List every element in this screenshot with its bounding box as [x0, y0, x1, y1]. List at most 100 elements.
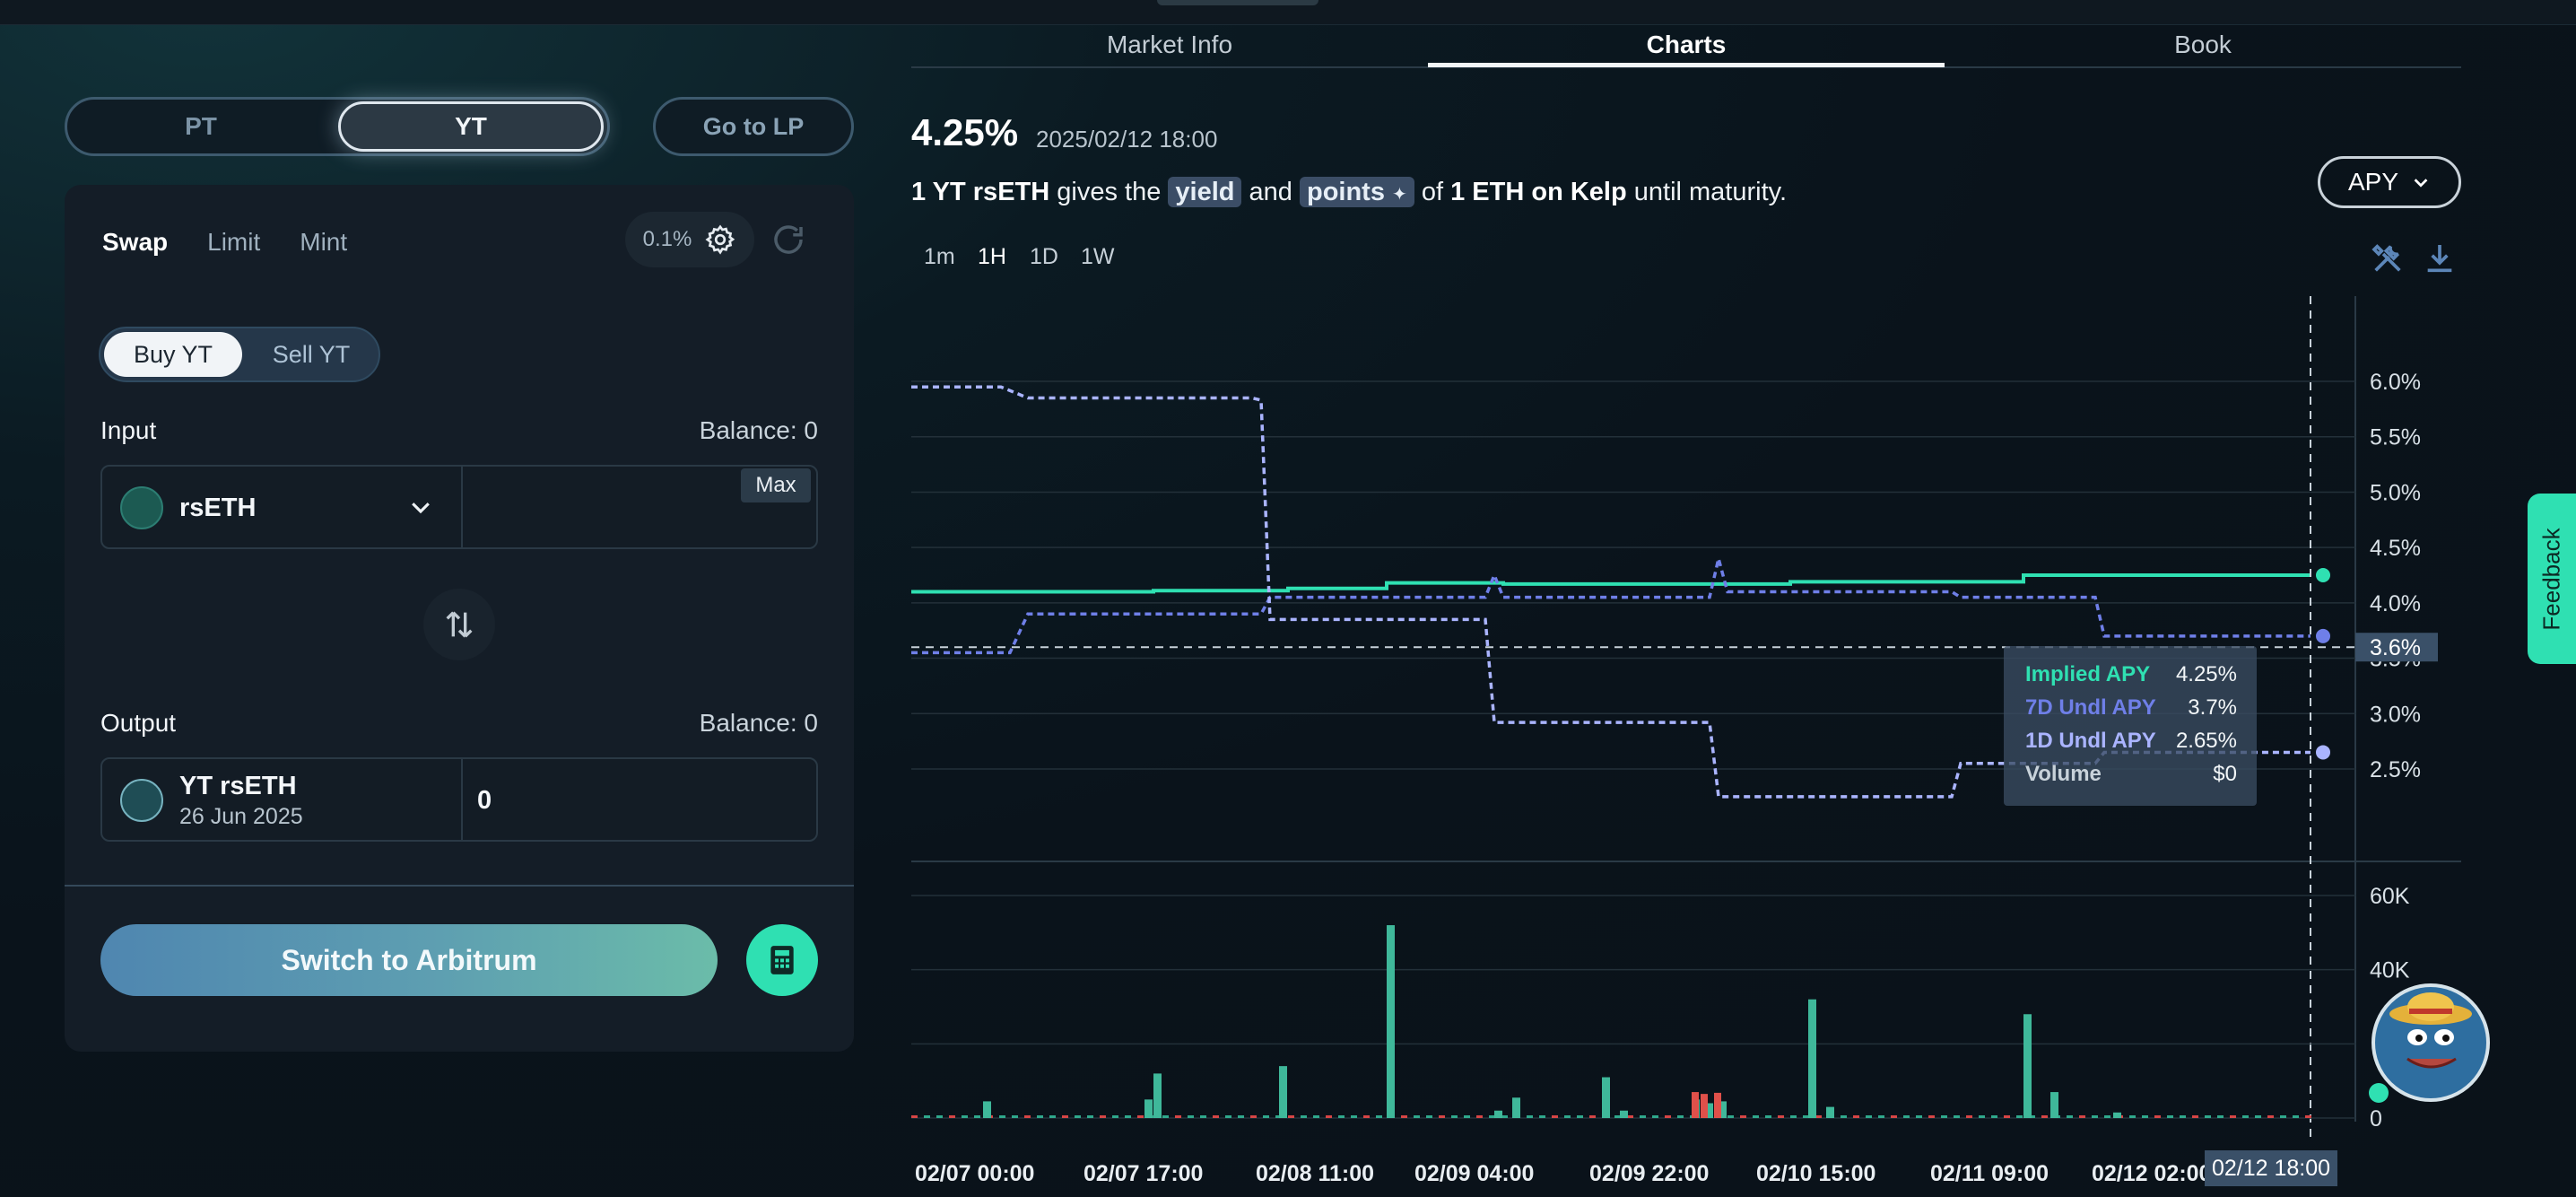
calculator-button[interactable] — [746, 924, 818, 996]
volume-baseline-tick — [1326, 1115, 1332, 1118]
tab-swap[interactable]: Swap — [102, 228, 169, 256]
points-pill[interactable]: points ✦ — [1299, 177, 1414, 207]
volume-baseline-tick — [1577, 1115, 1583, 1118]
tooltip-box — [2004, 646, 2257, 806]
volume-bar — [983, 1101, 991, 1118]
volume-tick-label: 0 — [2370, 1106, 2382, 1131]
yield-pill[interactable]: yield — [1168, 177, 1242, 207]
tab-charts[interactable]: Charts — [1646, 31, 1727, 58]
desc-text: and — [1241, 178, 1300, 206]
tooltip-series-name: 7D Undl APY — [2025, 695, 2156, 720]
crosshair-x-label: 02/12 18:00 — [2212, 1156, 2330, 1181]
timeframe-1w[interactable]: 1W — [1081, 244, 1115, 269]
go-to-lp-button[interactable]: Go to LP — [653, 97, 854, 156]
crosshair-x-badge — [2205, 1150, 2337, 1186]
y-tick-label: 3.0% — [2370, 702, 2421, 727]
tools-icon[interactable] — [2370, 240, 2406, 276]
metric-dropdown[interactable]: APY — [2318, 156, 2461, 208]
tab-book[interactable]: Book — [2174, 31, 2232, 58]
volume-baseline-tick — [1778, 1115, 1784, 1118]
output-value: 0 — [477, 786, 492, 815]
volume-baseline-tick — [1527, 1115, 1533, 1118]
volume-baseline-tick — [1150, 1115, 1156, 1118]
trade-tabs: Swap Limit Mint — [102, 228, 347, 257]
tab-mint[interactable]: Mint — [300, 228, 348, 256]
volume-baseline-tick — [1753, 1115, 1759, 1118]
buy-yt-button[interactable]: Buy YT — [104, 332, 242, 377]
refresh-icon[interactable] — [770, 221, 807, 258]
volume-baseline-tick — [1866, 1115, 1872, 1118]
gear-icon — [705, 224, 735, 255]
desc-yt-amount: 1 YT rsETH — [911, 178, 1050, 206]
volume-baseline-tick — [1439, 1115, 1445, 1118]
series-end-dot — [2316, 568, 2330, 582]
volume-baseline-tick — [2029, 1115, 2035, 1118]
volume-baseline-tick — [1263, 1115, 1269, 1118]
pt-yt-toggle: PT YT — [65, 97, 610, 156]
output-balance: Balance: 0 — [699, 709, 818, 737]
volume-baseline-tick — [1815, 1115, 1822, 1118]
volume-baseline-tick — [1665, 1115, 1671, 1118]
feedback-label: Feedback — [2537, 527, 2565, 631]
tooltip-series-value: $0 — [2213, 762, 2237, 786]
tab-market-info[interactable]: Market Info — [1106, 31, 1233, 58]
volume-bar — [1719, 1101, 1727, 1118]
volume-baseline-tick — [1351, 1115, 1357, 1118]
input-token-name[interactable]: rsETH — [179, 494, 257, 522]
volume-baseline-tick — [974, 1115, 980, 1118]
volume-bar-red — [1692, 1092, 1699, 1118]
volume-baseline-tick — [1313, 1115, 1319, 1118]
feedback-tab[interactable]: Feedback — [2528, 494, 2576, 664]
slippage-value: 0.1% — [642, 227, 692, 251]
switch-network-button[interactable]: Switch to Arbitrum — [100, 924, 718, 996]
volume-baseline-tick — [1765, 1115, 1771, 1118]
volume-baseline-tick — [1087, 1115, 1093, 1118]
volume-baseline-tick — [1803, 1115, 1809, 1118]
volume-baseline-tick — [1162, 1115, 1169, 1118]
timeframe-1h[interactable]: 1H — [978, 244, 1006, 269]
slippage-settings-button[interactable]: 0.1% — [625, 212, 754, 267]
volume-baseline-tick — [2041, 1115, 2048, 1118]
volume-bar — [1808, 999, 1816, 1118]
timeframe-1d[interactable]: 1D — [1030, 244, 1058, 269]
mascot-avatar[interactable] — [2368, 978, 2493, 1104]
volume-baseline-tick — [1941, 1115, 1947, 1118]
volume-baseline-tick — [2104, 1115, 2110, 1118]
timeframe-1m[interactable]: 1m — [924, 244, 955, 269]
volume-baseline-tick — [1614, 1115, 1621, 1118]
calculator-icon — [770, 946, 794, 974]
series-line-7d-undl-apy — [911, 558, 2311, 655]
max-button[interactable]: Max — [741, 468, 811, 502]
sell-yt-button[interactable]: Sell YT — [272, 340, 351, 368]
x-tick-label: 02/12 02:00 — [2092, 1161, 2211, 1186]
volume-bar-red — [1714, 1092, 1721, 1118]
swap-direction-button[interactable] — [423, 589, 495, 660]
volume-bar — [1279, 1066, 1287, 1118]
volume-bar — [2050, 1092, 2058, 1118]
desc-text: gives the — [1049, 178, 1169, 206]
volume-baseline-tick — [1363, 1115, 1370, 1118]
volume-baseline-tick — [1024, 1115, 1031, 1118]
download-icon[interactable] — [2422, 240, 2458, 276]
volume-baseline-tick — [2242, 1115, 2249, 1118]
x-tick-label: 02/07 17:00 — [1083, 1161, 1203, 1186]
volume-baseline-tick — [1037, 1115, 1043, 1118]
tab-limit[interactable]: Limit — [207, 228, 261, 256]
chevron-down-icon[interactable] — [407, 494, 434, 520]
pt-tab[interactable]: PT — [185, 112, 217, 140]
y-tick-label: 4.0% — [2370, 591, 2421, 616]
volume-baseline-tick — [2004, 1115, 2010, 1118]
input-field: rsETH Max — [100, 465, 818, 549]
output-field: YT rsETH 26 Jun 2025 0 — [100, 757, 818, 842]
crosshair-y-badge — [2355, 633, 2438, 662]
yt-tab[interactable]: YT — [338, 101, 604, 152]
volume-baseline-tick — [1966, 1115, 1972, 1118]
volume-baseline-tick — [911, 1115, 918, 1118]
y-tick-label: 5.5% — [2370, 425, 2421, 450]
x-tick-label: 02/09 22:00 — [1589, 1161, 1709, 1186]
volume-baseline-tick — [2092, 1115, 2098, 1118]
chevron-down-icon — [2414, 179, 2428, 188]
swap-arrows-icon — [446, 611, 473, 638]
points-label: points — [1306, 178, 1385, 206]
